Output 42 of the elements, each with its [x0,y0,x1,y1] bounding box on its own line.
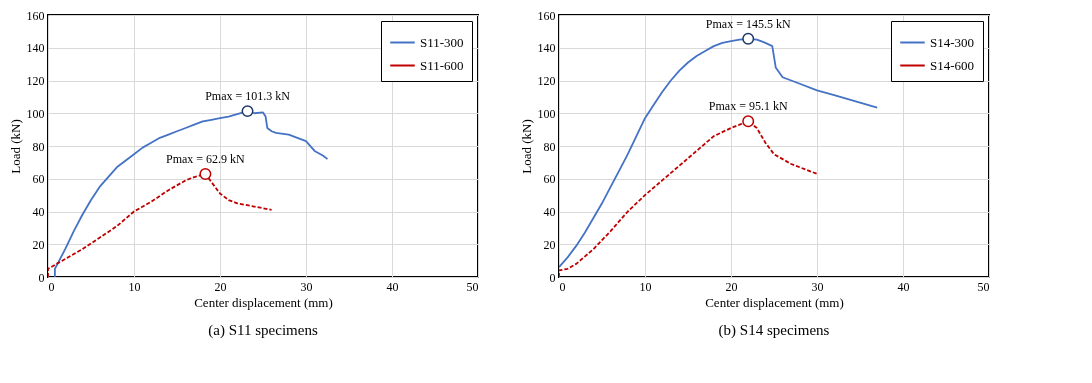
y-tick-label: 120 [26,74,45,88]
y-tick-label: 60 [32,172,45,187]
text: (a) S11 specimens [208,322,318,339]
x-axis-title: Center displacement (mm) [705,294,844,310]
x-tick-label: 30 [300,279,313,294]
y-tick-label: 160 [26,8,45,23]
y-tick-label: 40 [543,205,556,219]
x-axis-title: Center displacement (mm) [194,294,333,310]
y-tick-label: 160 [537,8,556,23]
text: (b) S14 specimens [718,322,830,339]
annotation: Pmax = 145.5 kN [705,16,791,31]
legend-label: S14-300 [930,34,975,50]
legend-label: S11-300 [420,34,464,50]
x-tick-label: 20 [214,279,227,294]
annotation: Pmax = 101.3 kN [205,89,291,104]
legend-label: S14-600 [930,57,975,73]
x-tick-label: 0 [559,279,566,294]
x-tick-label: 10 [128,279,141,294]
y-axis-title: Load (kN) [7,119,23,174]
y-tick-label: 140 [26,41,45,56]
legend-label: S11-600 [420,57,464,73]
y-tick-label: 140 [537,41,556,56]
y-tick-label: 120 [537,74,556,88]
y-tick-label: 100 [537,106,556,121]
x-tick-label: 10 [639,279,652,294]
x-tick-label: 50 [466,279,479,294]
x-tick-label: 50 [977,279,990,294]
y-tick-label: 60 [543,172,556,187]
annotation: Pmax = 95.1 kN [708,99,788,114]
y-tick-label: 20 [543,237,556,252]
x-tick-label: 40 [386,279,399,294]
x-tick-label: 40 [897,279,910,294]
x-tick-label: 20 [725,279,738,294]
y-tick-label: 80 [543,139,556,154]
x-tick-label: 0 [48,279,55,294]
x-tick-label: 30 [811,279,824,294]
y-tick-label: 80 [32,139,45,154]
y-tick-label: 20 [32,237,45,252]
y-tick-label: 40 [32,205,45,219]
y-tick-label: 100 [26,106,45,121]
annotation: Pmax = 62.9 kN [165,152,246,166]
y-axis-title: Load (kN) [518,119,534,174]
